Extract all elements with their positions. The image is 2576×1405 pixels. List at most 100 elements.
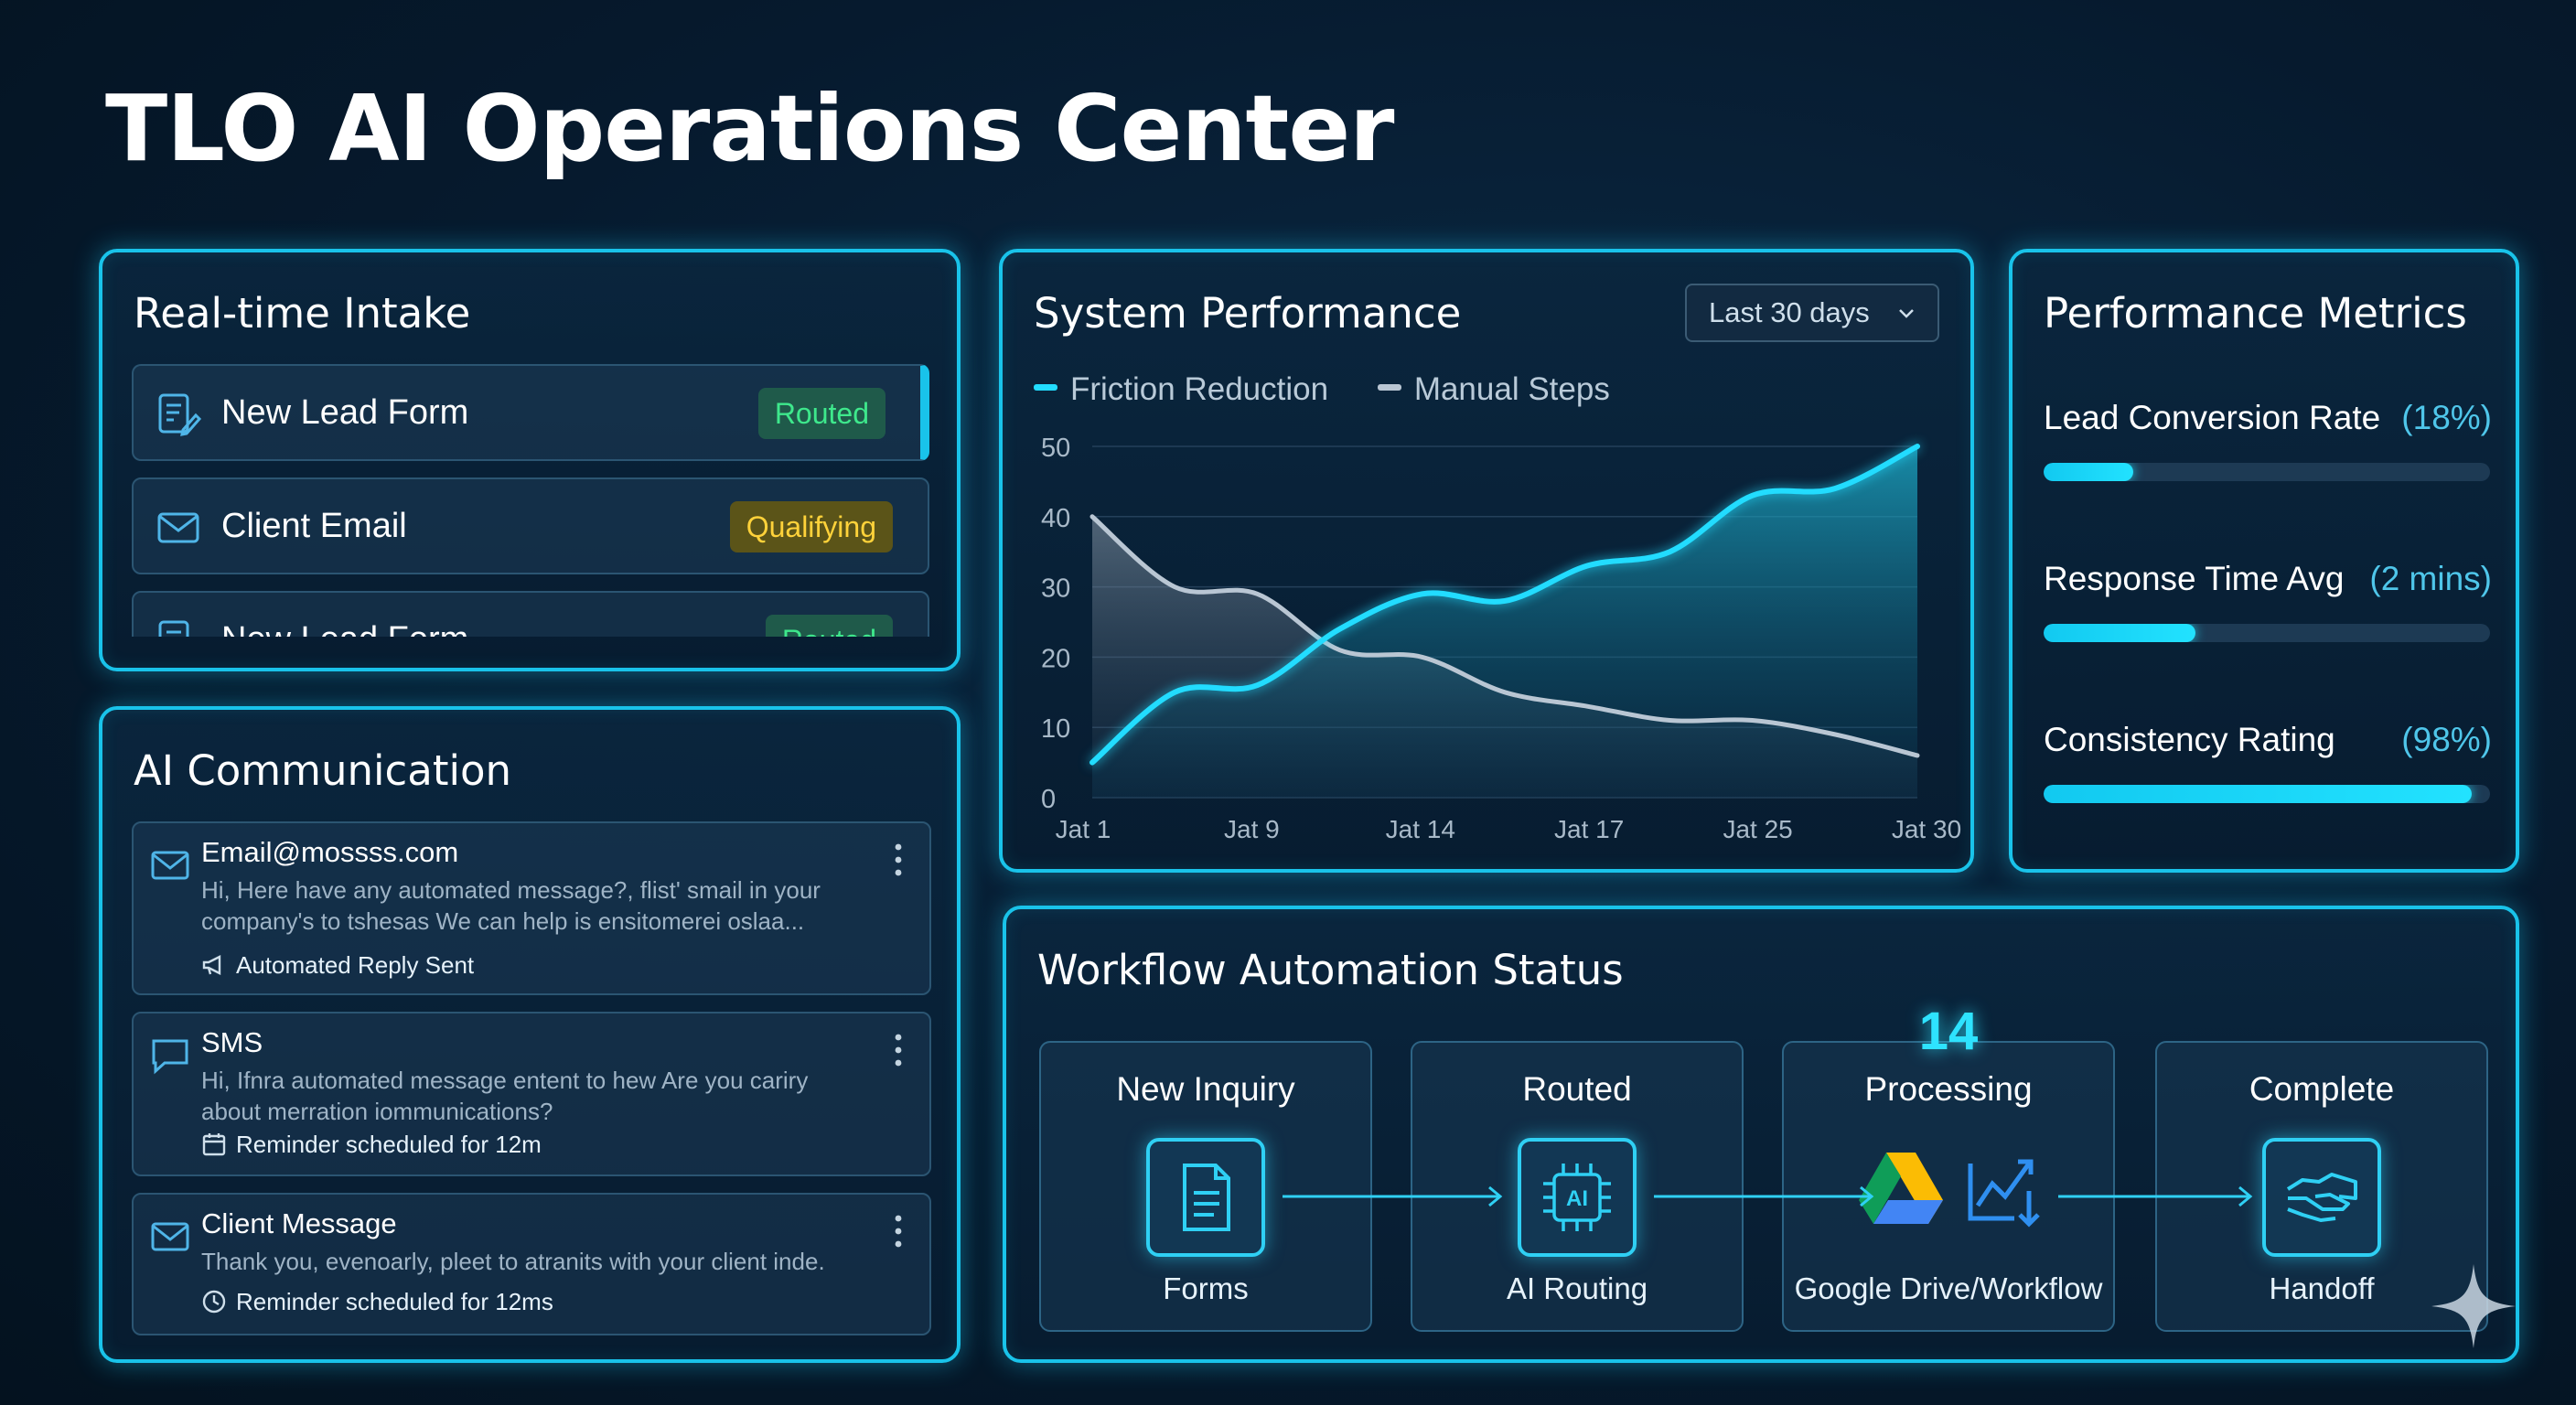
- metric-track: [2044, 463, 2490, 481]
- series-area: [1092, 446, 1917, 798]
- arrow-head: [2238, 1185, 2253, 1207]
- x-tick-label: Jat 14: [1386, 815, 1455, 843]
- stage-processing[interactable]: 14 Processing Google Drive/Workflow: [1782, 1002, 2115, 1332]
- realtime-intake-panel: Real-time Intake New Lead Form Routed Cl…: [99, 249, 961, 671]
- comm-item-client-message[interactable]: Client Message Thank you, evenoarly, ple…: [132, 1193, 931, 1335]
- metric-fill: [2044, 463, 2133, 481]
- comm-item-body: Hi, Here have any automated message?, fl…: [201, 876, 821, 935]
- intake-item[interactable]: Client Email Qualifying: [132, 477, 929, 574]
- calendar-icon: [202, 1133, 226, 1156]
- arrow-head: [1488, 1185, 1503, 1207]
- arrow-head: [1860, 1185, 1874, 1207]
- form-edit-icon: [158, 620, 189, 637]
- x-tick-label: Jat 9: [1224, 815, 1280, 843]
- more-options-icon[interactable]: [893, 842, 904, 878]
- metric-label: Consistency Rating: [2044, 721, 2335, 758]
- ai-communication-panel: AI Communication Email@mossss.com Hi, He…: [99, 706, 961, 1363]
- legend-label: Manual Steps: [1413, 371, 1610, 407]
- comm-item-sms[interactable]: SMS Hi, Ifnra automated message entent t…: [132, 1012, 931, 1176]
- chat-bubble-icon: [152, 1039, 188, 1075]
- comm-item-email[interactable]: Email@mossss.com Hi, Here have any autom…: [132, 821, 931, 995]
- metric-value: (2 mins): [2369, 560, 2492, 597]
- metric-label: Response Time Avg: [2044, 560, 2345, 597]
- google-drive-icon: [1859, 1153, 1943, 1224]
- comm-item-title: Client Message: [201, 1207, 397, 1239]
- date-range-value: Last 30 days: [1709, 296, 1870, 328]
- metric-label: Lead Conversion Rate: [2044, 399, 2381, 436]
- legend-swatch: [1377, 384, 1401, 391]
- stage-routed[interactable]: Routed AI AI Routing: [1411, 1041, 1744, 1332]
- mail-icon: [151, 1222, 189, 1251]
- x-tick-label: Jat 25: [1723, 815, 1792, 843]
- stage-name: Processing: [1864, 1070, 2033, 1108]
- comm-item-title: Email@mossss.com: [201, 836, 459, 868]
- processing-count: 14: [1918, 1002, 1979, 1061]
- form-edit-icon: [158, 393, 201, 436]
- intake-item-label: New Lead Form: [221, 393, 469, 432]
- x-tick-label: Jat 17: [1554, 815, 1624, 843]
- metric-track: [2044, 624, 2490, 642]
- sparkle-icon: [2431, 1264, 2516, 1348]
- stage-name: Routed: [1522, 1070, 1632, 1108]
- stage-caption: Forms: [1163, 1271, 1249, 1305]
- perf-title: System Performance: [1034, 289, 1462, 338]
- intake-item-label: New Lead Form: [221, 620, 468, 637]
- stage-caption: AI Routing: [1506, 1271, 1648, 1305]
- metric-value: (18%): [2401, 399, 2492, 436]
- status-badge: Routed: [765, 615, 893, 637]
- clock-icon: [202, 1290, 226, 1314]
- date-range-dropdown[interactable]: Last 30 days: [1685, 284, 1939, 342]
- metrics-title: Performance Metrics: [2044, 289, 2467, 338]
- document-icon: [1146, 1138, 1265, 1257]
- metric-fill: [2044, 624, 2195, 642]
- stage-complete[interactable]: Complete Handoff: [2155, 1041, 2488, 1332]
- legend-friction: Friction Reduction: [1034, 371, 1328, 407]
- comm-item-footer: Reminder scheduled for 12m: [201, 1131, 542, 1159]
- mail-icon: [157, 512, 199, 543]
- workflow-chart-icon: [1968, 1159, 2040, 1228]
- performance-metrics-panel: Performance Metrics Lead Conversion Rate…: [2009, 249, 2519, 873]
- y-tick-label: 10: [1041, 714, 1070, 744]
- handshake-icon: [2262, 1138, 2381, 1257]
- comm-item-footer: Automated Reply Sent: [201, 951, 474, 980]
- more-options-icon[interactable]: [893, 1213, 904, 1249]
- y-tick-label: 30: [1041, 574, 1070, 604]
- legend-label: Friction Reduction: [1070, 371, 1329, 407]
- y-tick-label: 0: [1041, 785, 1056, 814]
- ai-chip-icon: AI: [1518, 1138, 1637, 1257]
- status-badge: Qualifying: [729, 501, 893, 552]
- status-badge: Routed: [757, 388, 886, 439]
- comm-title: AI Communication: [134, 746, 512, 795]
- stage-new-inquiry[interactable]: New Inquiry Forms: [1039, 1041, 1372, 1332]
- workflow-arrows: [1283, 1185, 2253, 1207]
- workflow-status-panel: Workflow Automation Status New Inquiry F…: [1003, 906, 2519, 1363]
- stage-name: Complete: [2249, 1070, 2395, 1108]
- intake-item[interactable]: New Lead Form Routed: [132, 591, 929, 637]
- intake-title: Real-time Intake: [134, 289, 471, 338]
- legend-swatch: [1034, 384, 1057, 391]
- comm-item-body: Thank you, evenoarly, pleet to atranits …: [201, 1248, 825, 1275]
- chevron-down-icon: [1899, 309, 1914, 318]
- intake-list[interactable]: New Lead Form Routed Client Email Qualif…: [132, 364, 929, 637]
- stage-caption: Google Drive/Workflow: [1794, 1271, 2103, 1305]
- x-tick-label: Jat 1: [1056, 815, 1111, 843]
- y-tick-label: 40: [1041, 504, 1070, 533]
- stage-caption: Handoff: [2269, 1271, 2375, 1305]
- metric-fill: [2044, 785, 2473, 803]
- chart-legend: Friction Reduction Manual Steps: [1034, 371, 1650, 408]
- intake-item-label: Client Email: [221, 507, 407, 545]
- more-options-icon[interactable]: [893, 1032, 904, 1068]
- workflow-title: Workflow Automation Status: [1037, 946, 1624, 994]
- comm-footer-text: Reminder scheduled for 12ms: [236, 1288, 553, 1315]
- x-tick-label: Jat 30: [1892, 815, 1961, 843]
- comm-item-body: Hi, Ifnra automated message entent to he…: [201, 1067, 809, 1125]
- system-performance-panel: 50 40 30 20 10 0 Jat 1 Jat 9 Jat 14 Jat 17 Jat 25 J…: [999, 249, 1974, 873]
- mail-icon: [151, 851, 189, 880]
- y-tick-label: 20: [1041, 644, 1070, 673]
- series-line: [1089, 514, 1920, 758]
- stage-name: New Inquiry: [1116, 1070, 1295, 1108]
- y-tick-label: 50: [1041, 434, 1070, 463]
- comm-item-footer: Reminder scheduled for 12ms: [201, 1288, 553, 1316]
- intake-item[interactable]: New Lead Form Routed: [132, 364, 929, 461]
